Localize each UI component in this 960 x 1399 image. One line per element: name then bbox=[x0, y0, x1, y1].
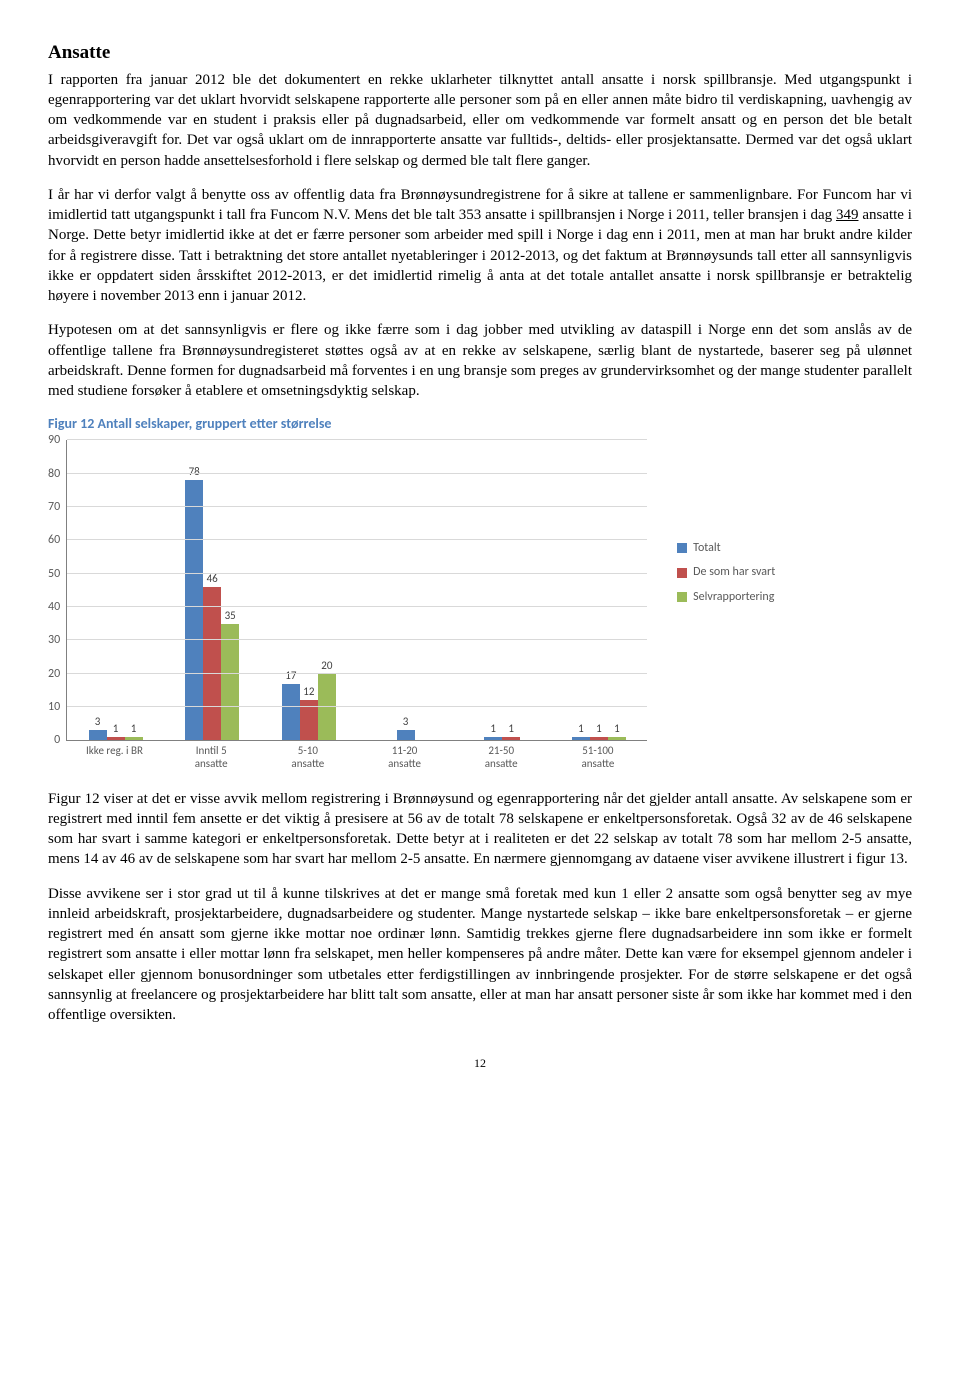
bar-group: 784635 bbox=[164, 440, 261, 740]
legend-swatch bbox=[677, 592, 687, 602]
chart-legend: Totalt De som har svart Selvrapportering bbox=[677, 540, 775, 613]
bar-value-label: 46 bbox=[207, 572, 218, 587]
bar: 1 bbox=[107, 737, 125, 740]
bar: 1 bbox=[608, 737, 626, 740]
page-number: 12 bbox=[48, 1055, 912, 1071]
para2-part-a: I år har vi derfor valgt å benytte oss a… bbox=[48, 187, 912, 223]
bar-value-label: 20 bbox=[321, 659, 332, 674]
chart-y-axis: 9080706050403020100 bbox=[48, 440, 66, 740]
legend-label: Selvrapportering bbox=[693, 589, 774, 605]
bar: 1 bbox=[125, 737, 143, 740]
bar: 35 bbox=[221, 624, 239, 741]
x-axis-label: 11-20ansatte bbox=[356, 745, 453, 770]
bar-value-label: 1 bbox=[490, 722, 496, 737]
bar-group: 3 bbox=[357, 440, 454, 740]
bar-group: 111 bbox=[551, 440, 648, 740]
chart-plot-area: 311784635171220311111 bbox=[66, 440, 647, 741]
bar: 1 bbox=[572, 737, 590, 740]
bar-value-label: 1 bbox=[113, 722, 119, 737]
chart-x-axis: Ikke reg. i BRInntil 5ansatte5-10ansatte… bbox=[66, 745, 646, 770]
x-axis-label: 51-100ansatte bbox=[550, 745, 647, 770]
paragraph-2: I år har vi derfor valgt å benytte oss a… bbox=[48, 185, 912, 307]
bar-group: 11 bbox=[454, 440, 551, 740]
bar-value-label: 12 bbox=[303, 685, 314, 700]
bar-value-label: 1 bbox=[596, 722, 602, 737]
bar-value-label: 3 bbox=[95, 715, 101, 730]
bar: 3 bbox=[89, 730, 107, 740]
x-axis-label: 5-10ansatte bbox=[260, 745, 357, 770]
legend-item: Selvrapportering bbox=[677, 589, 775, 605]
bar-value-label: 1 bbox=[614, 722, 620, 737]
bar: 17 bbox=[282, 684, 300, 741]
bar: 1 bbox=[590, 737, 608, 740]
page-heading: Ansatte bbox=[48, 40, 912, 66]
bar-group: 311 bbox=[67, 440, 164, 740]
legend-label: De som har svart bbox=[693, 564, 775, 580]
legend-swatch bbox=[677, 543, 687, 553]
bar: 1 bbox=[484, 737, 502, 740]
bar: 1 bbox=[502, 737, 520, 740]
legend-item: De som har svart bbox=[677, 564, 775, 580]
bar-value-label: 3 bbox=[403, 715, 409, 730]
bar-value-label: 1 bbox=[131, 722, 137, 737]
paragraph-1: I rapporten fra januar 2012 ble det doku… bbox=[48, 70, 912, 171]
bar-value-label: 1 bbox=[508, 722, 514, 737]
paragraph-5: Disse avvikene ser i stor grad ut til å … bbox=[48, 884, 912, 1026]
paragraph-3: Hypotesen om at det sannsynligvis er fle… bbox=[48, 320, 912, 401]
legend-swatch bbox=[677, 568, 687, 578]
paragraph-4: Figur 12 viser at det er visse avvik mel… bbox=[48, 789, 912, 870]
bar: 78 bbox=[185, 480, 203, 740]
figure-12-chart: 9080706050403020100 31178463517122031111… bbox=[48, 440, 912, 770]
para2-underlined: 349 bbox=[836, 207, 859, 223]
bar: 46 bbox=[203, 587, 221, 740]
bar-value-label: 17 bbox=[285, 669, 296, 684]
legend-label: Totalt bbox=[693, 540, 721, 556]
bar: 3 bbox=[397, 730, 415, 740]
x-axis-label: Inntil 5ansatte bbox=[163, 745, 260, 770]
legend-item: Totalt bbox=[677, 540, 775, 556]
bar-group: 171220 bbox=[261, 440, 358, 740]
figure-12-title: Figur 12 Antall selskaper, gruppert ette… bbox=[48, 415, 912, 434]
bar-value-label: 1 bbox=[578, 722, 584, 737]
bar-value-label: 35 bbox=[225, 609, 236, 624]
bar: 20 bbox=[318, 674, 336, 741]
x-axis-label: 21-50ansatte bbox=[453, 745, 550, 770]
x-axis-label: Ikke reg. i BR bbox=[66, 745, 163, 770]
